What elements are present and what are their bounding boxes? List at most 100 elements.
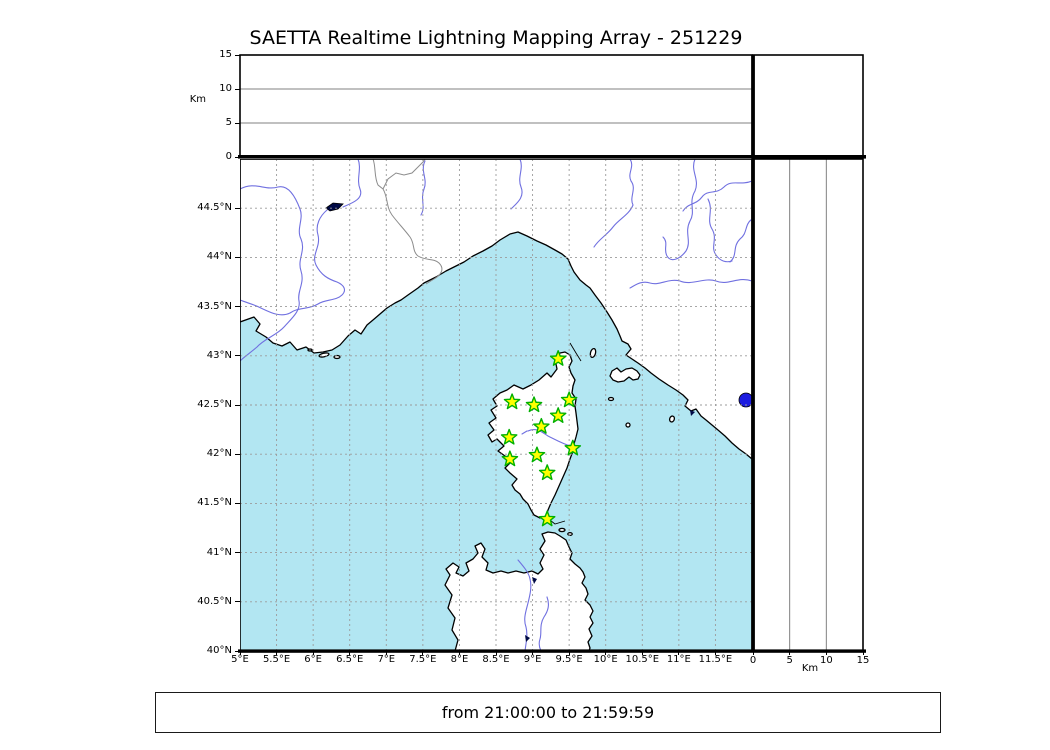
lat-tick-mark: [235, 502, 240, 504]
lon-tick-label: 9°E: [523, 654, 542, 665]
station-star-marker: [564, 439, 582, 456]
cap-corse-line: [569, 342, 582, 362]
corner-panel: [752, 54, 864, 158]
alt-right-tick-mark: [752, 651, 754, 655]
rivers: [240, 159, 752, 651]
alt-right-tick-label: 10: [819, 655, 833, 666]
altitude-unit-label-left: Km: [189, 94, 206, 105]
lat-tick-mark: [235, 256, 240, 258]
alt-left-tick-mark: [235, 54, 240, 56]
lon-tick-mark: [312, 651, 314, 655]
sardinia-lake-1: [532, 577, 537, 584]
lat-tick-mark: [235, 404, 240, 406]
lon-tick-mark: [714, 651, 716, 655]
alt-right-tick-label: 15: [856, 655, 870, 666]
lon-tick-mark: [385, 651, 387, 655]
horizontal-divider: [238, 155, 866, 159]
lat-tick-mark: [235, 552, 240, 554]
lat-tick-label: 42.5°N: [197, 399, 232, 410]
alt-right-tick-label: 5: [786, 655, 793, 666]
lon-tick-label: 6.5°E: [336, 654, 364, 665]
alt-left-tick-mark: [235, 156, 240, 158]
alt-right-tick-mark: [789, 651, 791, 655]
lat-tick-label: 40.5°N: [197, 595, 232, 607]
station-star-marker: [500, 428, 518, 445]
country-borders: [372, 159, 443, 285]
lon-tick-label: 11.5°E: [698, 654, 733, 665]
lake-bolsena: [738, 392, 752, 408]
lagoon-orbetello: [690, 410, 695, 416]
lat-tick-label: 40°N: [206, 645, 232, 656]
lon-tick-mark: [276, 651, 278, 655]
lat-tick-mark: [235, 601, 240, 603]
lon-tick-label: 7.5°E: [409, 654, 437, 665]
alt-right-tick-mark: [862, 651, 864, 655]
elba-island: [609, 367, 641, 383]
lon-tick-label: 10.5°E: [625, 654, 660, 665]
figure-title: SAETTA Realtime Lightning Mapping Array …: [249, 27, 743, 49]
lat-tick-mark: [235, 207, 240, 209]
lon-tick-label: 9.5°E: [555, 654, 583, 665]
alt-right-tick-label: 0: [749, 655, 757, 666]
lat-tick-label: 43°N: [206, 349, 232, 361]
lon-tick-mark: [641, 651, 643, 655]
alt-right-tick-mark: [825, 651, 827, 655]
station-star-marker: [501, 450, 519, 467]
lat-tick-label: 44°N: [206, 251, 232, 263]
lon-tick-label: 7°E: [377, 654, 396, 665]
lon-tick-mark: [678, 651, 680, 655]
station-star-marker: [503, 393, 521, 410]
lon-tick-mark: [495, 651, 497, 655]
lat-tick-label: 41°N: [206, 546, 232, 558]
vertical-divider: [751, 55, 755, 651]
station-star-marker: [525, 396, 543, 413]
altitude-unit-label-right: Km: [801, 663, 819, 674]
alt-left-tick-label: 5: [225, 117, 232, 128]
lat-tick-label: 43.5°N: [197, 300, 232, 312]
lon-tick-label: 6°E: [304, 654, 322, 665]
alt-left-tick-label: 0: [225, 151, 232, 162]
lon-tick-mark: [422, 651, 424, 655]
station-star-marker: [560, 391, 578, 408]
time-range-text: from 21:00:00 to 21:59:59: [441, 703, 655, 722]
lakes: [325, 202, 752, 642]
sardinia-coastline: [444, 531, 594, 651]
lat-tick-label: 44.5°N: [197, 202, 232, 214]
lon-tick-mark: [458, 651, 460, 655]
alt-left-tick-label: 15: [219, 49, 232, 60]
lat-tick-mark: [235, 453, 240, 455]
lat-tick-mark: [235, 306, 240, 308]
map-gridlines: [240, 159, 752, 651]
map-panel: [240, 159, 752, 651]
alt-left-tick-mark: [235, 122, 240, 124]
lon-tick-label: 8°E: [450, 654, 469, 665]
station-star-marker: [549, 350, 567, 366]
lon-tick-mark: [532, 651, 534, 655]
lake-serre-poncon: [325, 202, 344, 212]
alt-left-tick-label: 10: [219, 83, 232, 94]
lon-tick-mark: [605, 651, 607, 655]
lon-tick-label: 5°E: [231, 654, 249, 665]
lon-tick-mark: [349, 651, 351, 655]
lon-tick-label: 10°E: [593, 654, 618, 665]
station-star-marker: [549, 407, 567, 423]
alt-left-tick-mark: [235, 88, 240, 90]
lat-tick-mark: [235, 355, 240, 357]
lat-tick-label: 41.5°N: [197, 497, 232, 509]
lon-tick-label: 5.5°E: [262, 654, 291, 665]
lat-tick-label: 42°N: [206, 448, 232, 460]
station-star-marker: [533, 417, 550, 434]
sardinia-lake-2: [525, 635, 530, 642]
time-range-box: from 21:00:00 to 21:59:59: [155, 692, 941, 733]
lat-tick-mark: [235, 650, 240, 652]
station-star-marker: [538, 464, 556, 481]
station-star-marker: [538, 510, 556, 527]
lon-tick-mark: [568, 651, 570, 655]
altitude-longitude-panel: [239, 54, 753, 158]
station-star-marker: [528, 446, 546, 463]
altitude-latitude-panel: [752, 158, 864, 652]
bottom-axis-line: [238, 649, 866, 653]
lon-tick-mark: [239, 651, 241, 655]
